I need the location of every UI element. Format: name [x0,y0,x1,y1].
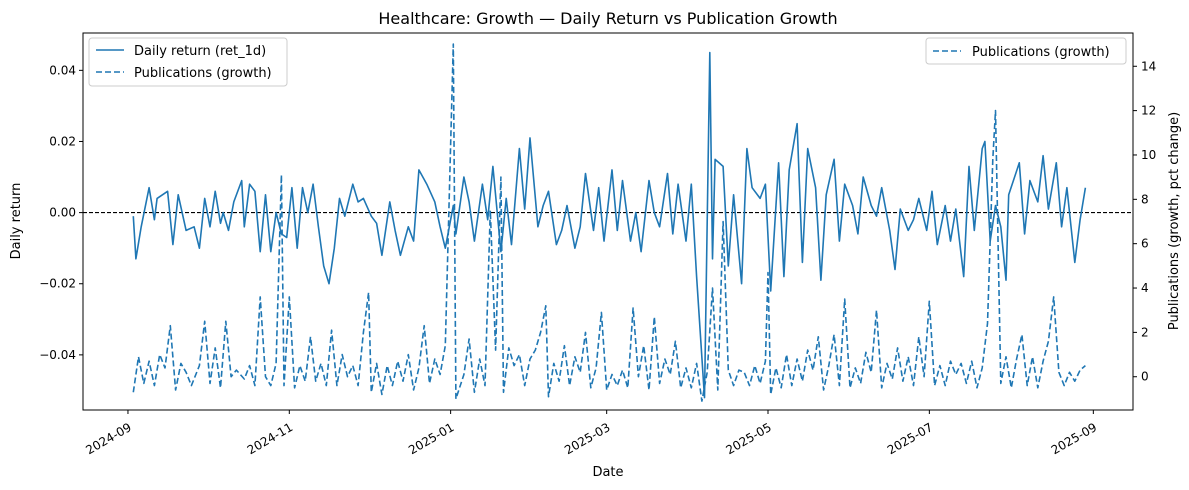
series-line-publications [132,43,1086,402]
y-tick-label: 0.04 [49,63,76,77]
x-tick-label: 2025-07 [885,420,935,457]
y-right-tick-label: 2 [1141,325,1149,339]
legend-right-box [925,37,1127,65]
y-right-axis-label: Publications (growth, pct change) [1167,112,1182,330]
y-axis-label: Daily return [9,183,24,260]
x-tick-label: 2024-09 [83,420,133,457]
legend-right: Publications (growth) [925,37,1127,65]
series-line-daily-return [132,51,1087,399]
y-right-tick-label: 10 [1141,148,1156,162]
legend-label-publications-right: Publications (growth) [972,45,1110,60]
x-tick-label: 2025-01 [406,420,456,457]
chart-title: Healthcare: Growth — Daily Return vs Pub… [378,9,837,28]
legend-label-publications: Publications (growth) [134,66,272,81]
x-tick-label: 2025-05 [723,420,773,457]
ticks-layer: 2024-09 2024-11 2025-01 2025-03 2025-05 2025-… [39,59,1156,457]
y-tick-label: 0.00 [49,206,76,220]
y-right-tick-label: 12 [1141,104,1156,118]
legend-label-daily-return: Daily return (ret_1d) [134,44,266,59]
legend-left-box [88,37,288,87]
y-tick-label: −0.04 [39,348,76,362]
series-layer [132,43,1087,402]
x-tick-label: 2024-11 [245,420,295,457]
y-right-tick-label: 14 [1141,59,1156,73]
y-right-tick-label: 4 [1141,281,1149,295]
plot-frame [82,32,1134,411]
legend-left: Daily return (ret_1d) Publications (grow… [88,37,288,87]
y-right-tick-label: 8 [1141,192,1149,206]
x-tick-label: 2025-03 [562,420,612,457]
y-tick-label: −0.02 [39,277,76,291]
y-right-tick-label: 0 [1141,370,1149,384]
x-axis-label: Date [592,465,623,480]
y-tick-label: 0.02 [49,134,76,148]
y-right-tick-label: 6 [1141,237,1149,251]
x-tick-label: 2025-09 [1049,420,1099,457]
